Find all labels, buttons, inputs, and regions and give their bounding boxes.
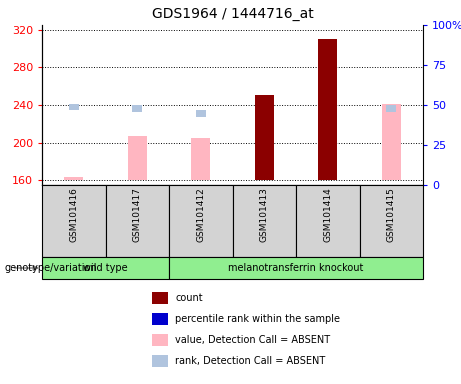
Bar <box>169 185 232 257</box>
Text: genotype/variation: genotype/variation <box>5 263 97 273</box>
Text: count: count <box>175 293 203 303</box>
Bar <box>69 104 78 110</box>
Title: GDS1964 / 1444716_at: GDS1964 / 1444716_at <box>152 7 313 21</box>
Bar <box>152 313 168 325</box>
Bar <box>386 106 396 112</box>
Text: percentile rank within the sample: percentile rank within the sample <box>175 314 340 324</box>
Bar <box>255 94 274 180</box>
Bar <box>191 138 210 180</box>
Bar <box>42 185 106 257</box>
Bar <box>152 334 168 346</box>
Text: GSM101415: GSM101415 <box>387 187 396 242</box>
Text: GSM101417: GSM101417 <box>133 187 142 242</box>
Bar <box>260 281 269 287</box>
Bar <box>42 257 169 279</box>
Bar <box>296 185 360 257</box>
Text: rank, Detection Call = ABSENT: rank, Detection Call = ABSENT <box>175 356 325 366</box>
Text: value, Detection Call = ABSENT: value, Detection Call = ABSENT <box>175 335 330 345</box>
Bar <box>152 354 168 367</box>
Text: GSM101413: GSM101413 <box>260 187 269 242</box>
Text: GSM101416: GSM101416 <box>69 187 78 242</box>
Text: GSM101414: GSM101414 <box>323 187 332 242</box>
Text: melanotransferrin knockout: melanotransferrin knockout <box>228 263 364 273</box>
Bar <box>128 136 147 180</box>
Bar <box>232 185 296 257</box>
Bar <box>318 39 337 180</box>
Bar <box>169 257 423 279</box>
Bar <box>360 185 423 257</box>
Bar <box>152 291 168 304</box>
Text: wild type: wild type <box>83 263 128 273</box>
Bar <box>196 110 206 117</box>
Bar <box>106 185 169 257</box>
Bar <box>132 106 142 112</box>
Bar <box>382 104 401 180</box>
Text: GSM101412: GSM101412 <box>196 187 205 242</box>
Bar <box>64 177 83 180</box>
Bar <box>323 280 332 286</box>
